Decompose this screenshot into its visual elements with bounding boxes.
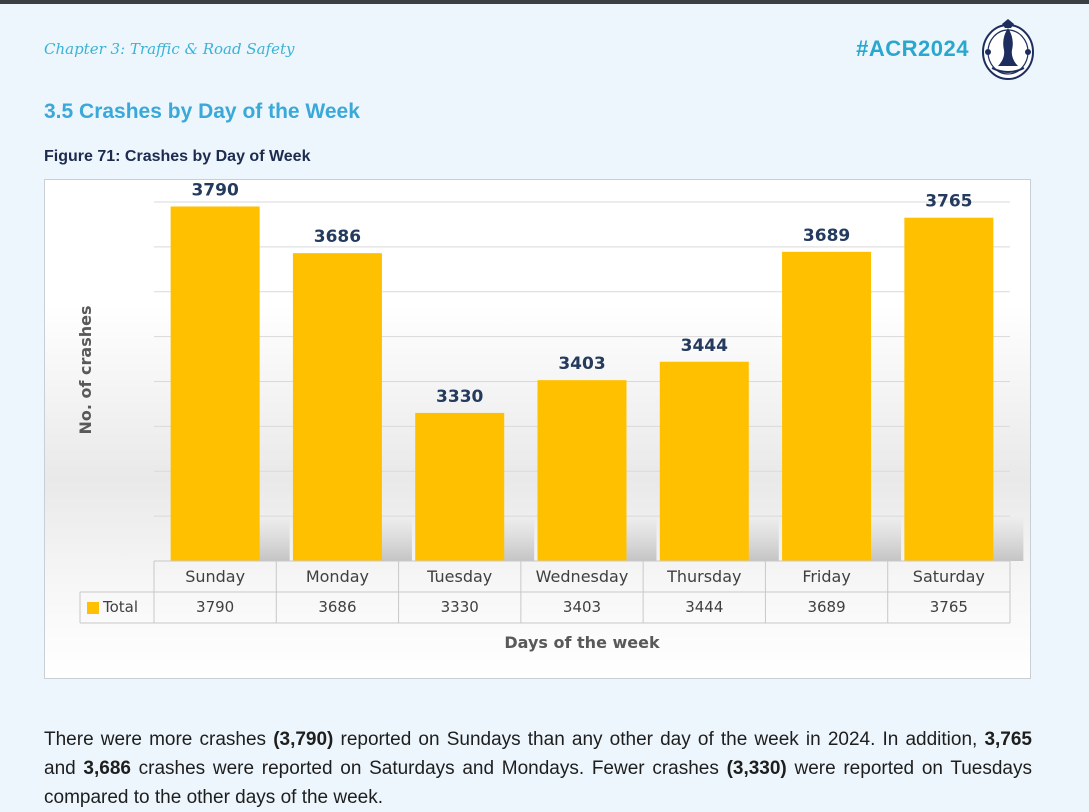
summary-paragraph: There were more crashes (3,790) reported…	[44, 725, 1032, 812]
data-label: 3403	[558, 354, 605, 374]
data-label: 3689	[803, 226, 850, 246]
paragraph-text-4: crashes were reported on Saturdays and M…	[130, 758, 727, 779]
bar-monday	[292, 253, 382, 561]
table-value: 3444	[685, 598, 723, 616]
bar-tuesday	[415, 412, 505, 561]
table-value: 3765	[930, 598, 968, 616]
paragraph-text-3: and	[44, 758, 84, 779]
table-value: 3403	[563, 598, 601, 616]
legend-label: Total	[102, 598, 138, 616]
data-label: 3790	[191, 180, 238, 200]
tick-label: Thursday	[666, 567, 741, 586]
paragraph-text-5: were reported on Tuesdays compared to th…	[44, 758, 1032, 808]
table-value: 3330	[441, 598, 479, 616]
tick-label: Saturday	[913, 567, 985, 586]
data-label: 3330	[436, 387, 483, 407]
tick-label: Friday	[802, 567, 851, 586]
table-value: 3686	[318, 598, 356, 616]
bar-saturday	[904, 217, 994, 562]
table-value: 3790	[196, 598, 234, 616]
bar-thursday	[659, 361, 749, 561]
figure-title: Figure 71: Crashes by Day of Week	[44, 148, 311, 165]
tick-label: Tuesday	[426, 567, 492, 586]
tick-label: Monday	[306, 567, 369, 586]
hashtag-label: #ACR2024	[856, 36, 969, 61]
paragraph-text-1: There were more crashes	[44, 729, 274, 750]
chapter-header: Chapter 3: Traffic & Road Safety	[44, 40, 295, 58]
paragraph-bold-3: 3,686	[83, 758, 131, 779]
paragraph-bold-1: (3,790)	[273, 729, 334, 750]
bar-wednesday	[537, 380, 627, 561]
x-axis-title: Days of the week	[504, 633, 660, 652]
data-label: 3686	[314, 227, 361, 247]
tick-label: Wednesday	[536, 567, 629, 586]
paragraph-text-2: reported on Sundays than any other day o…	[333, 729, 985, 750]
chart-container: 3790 3686 3330 3403 3444 3689 3765 Sunday 3790 Mo…	[44, 179, 1031, 679]
data-label: 3444	[681, 336, 728, 356]
bar-sunday	[170, 206, 260, 562]
bar-friday	[782, 251, 872, 561]
paragraph-bold-4: (3,330)	[726, 758, 787, 779]
legend-swatch	[87, 602, 99, 614]
bar-chart: 3790 3686 3330 3403 3444 3689 3765 Sunday 3790 Mo…	[76, 180, 1024, 652]
paragraph-bold-2: 3,765	[984, 729, 1032, 750]
tick-label: Sunday	[185, 567, 245, 586]
section-title: 3.5 Crashes by Day of the Week	[44, 100, 360, 123]
data-label: 3765	[925, 192, 972, 212]
top-border	[0, 0, 1089, 4]
coat-of-arms-seal-icon	[982, 19, 1034, 80]
table-value: 3689	[807, 598, 845, 616]
y-axis-title: No. of crashes	[76, 305, 95, 434]
